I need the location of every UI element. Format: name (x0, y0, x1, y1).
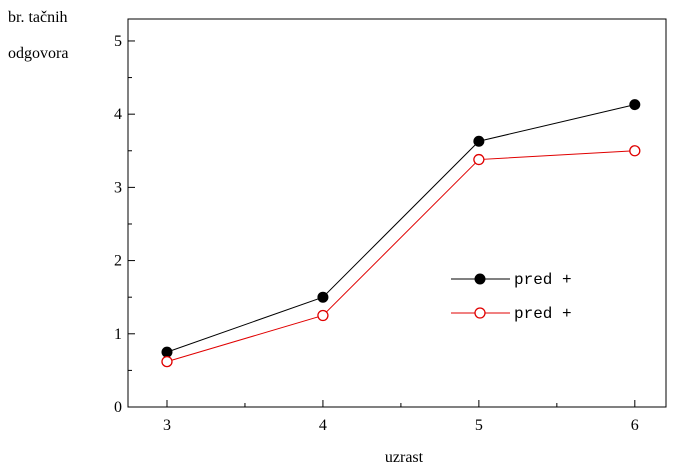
x-tick-label: 3 (163, 417, 171, 434)
y-tick-label: 5 (114, 33, 122, 50)
data-point-series-2 (473, 153, 485, 166)
axis-ticks: 0 1 2 3 4 5 3 4 5 6 (114, 33, 639, 434)
series-markers (161, 99, 641, 368)
data-point-series-2 (161, 355, 173, 368)
y-axis-label-line-2: odgovora (8, 45, 68, 62)
x-axis-label: uzrast (385, 449, 424, 466)
x-tick-label: 4 (319, 417, 327, 434)
series-line-1 (166, 104, 635, 353)
plot-frame (127, 18, 667, 408)
data-point-series-1 (629, 99, 641, 111)
y-tick-label: 1 (114, 326, 122, 343)
x-tick-label: 6 (631, 417, 639, 434)
legend-marker-1 (474, 273, 486, 285)
y-tick-label: 0 (114, 399, 122, 416)
legend: pred + pred + (451, 271, 572, 323)
data-point-series-1 (473, 135, 485, 147)
data-point-series-1 (161, 346, 173, 358)
y-tick-label: 2 (114, 253, 122, 270)
y-axis-label-line-1: br. tačnih (8, 9, 68, 26)
legend-label-2: pred + (514, 305, 572, 323)
series-lines (166, 104, 635, 363)
x-tick-label: 5 (475, 417, 483, 434)
data-point-series-1 (317, 291, 329, 303)
y-tick-label: 3 (114, 179, 122, 196)
legend-marker-2 (474, 307, 486, 319)
legend-label-1: pred + (514, 271, 572, 289)
data-point-series-2 (317, 309, 329, 322)
data-point-series-2 (629, 145, 641, 157)
series-line-2 (166, 150, 635, 363)
y-tick-label: 4 (114, 106, 122, 123)
